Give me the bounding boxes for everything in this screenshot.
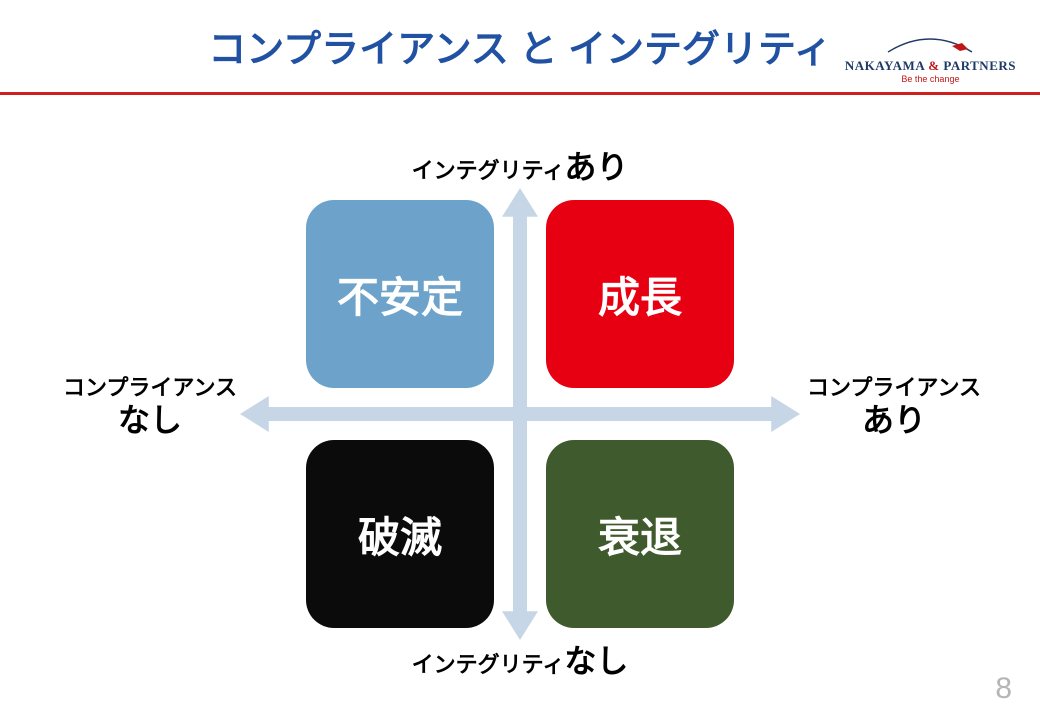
axis-left-big: なし <box>118 402 182 438</box>
brand-name-2: PARTNERS <box>943 58 1016 73</box>
logo-accent <box>952 43 968 51</box>
axis-right-small: コンプライアンス <box>807 375 981 400</box>
brand-tagline: Be the change <box>845 74 1016 84</box>
quadrant-bottom-right-label: 衰退 <box>598 504 682 565</box>
quadrant-bottom-left-label: 破滅 <box>358 504 442 565</box>
brand-name-1: NAKAYAMA <box>845 58 925 73</box>
quadrant-top-left: 不安定 <box>306 200 494 388</box>
quadrant-top-left-label: 不安定 <box>337 264 463 325</box>
logo-mark-icon <box>882 34 978 56</box>
axis-label-bottom: インテグリティなし <box>0 636 1040 682</box>
axis-label-right: コンプライアンス あり <box>804 375 984 440</box>
brand-logo: NAKAYAMA & PARTNERS Be the change <box>845 34 1016 84</box>
axis-label-left: コンプライアンス なし <box>60 375 240 440</box>
quadrant-bottom-right: 衰退 <box>546 440 734 628</box>
axis-label-top: インテグリティあり <box>0 142 1040 188</box>
quadrant-top-right-label: 成長 <box>598 264 682 325</box>
brand-name: NAKAYAMA & PARTNERS <box>845 58 1016 74</box>
quadrant-bottom-left: 破滅 <box>306 440 494 628</box>
axis-left-small: コンプライアンス <box>63 375 237 400</box>
axis-right-big: あり <box>862 402 926 438</box>
brand-amp: & <box>928 58 939 73</box>
axis-bottom-big: なし <box>564 643 628 679</box>
page-number: 8 <box>995 672 1012 706</box>
axis-top-big: あり <box>564 149 628 185</box>
axis-top-small: インテグリティ <box>412 158 565 183</box>
axis-bottom-small: インテグリティ <box>412 652 565 677</box>
title-divider <box>0 92 1040 95</box>
matrix-diagram: 不安定 成長 破滅 衰退 インテグリティあり インテグリティなし コンプライアン… <box>0 130 1040 690</box>
quadrant-top-right: 成長 <box>546 200 734 388</box>
